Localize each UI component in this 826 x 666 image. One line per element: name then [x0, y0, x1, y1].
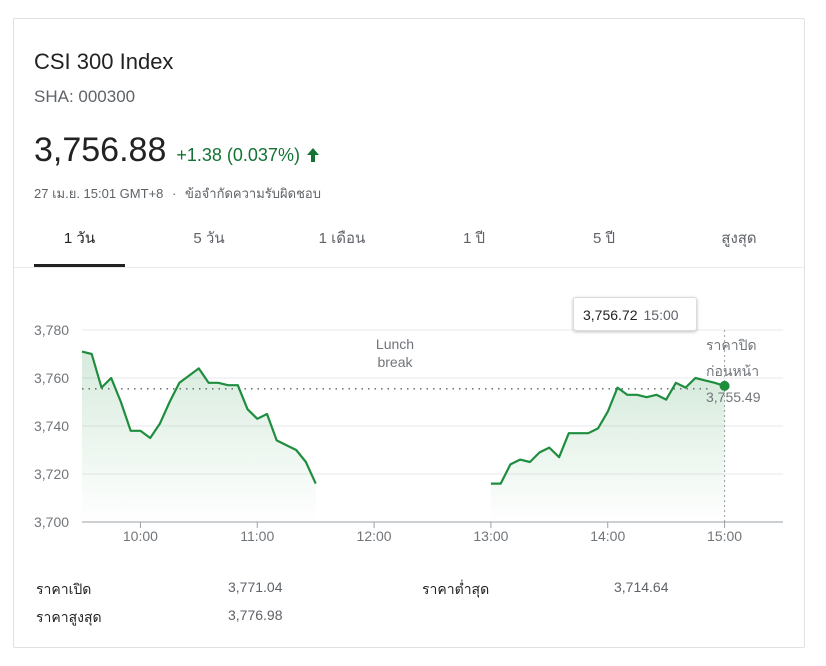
intraday-chart[interactable]: 3,700 3,720 3,740 3,760 3,780 10:00 11:00 12:00…: [0, 0, 826, 560]
lunch-break-label-1: Lunch: [376, 336, 414, 352]
active-tab-indicator: [34, 264, 125, 267]
x-tick-label: 14:00: [590, 528, 625, 544]
x-tick-label: 15:00: [707, 528, 742, 544]
endpoint-marker: [719, 380, 730, 391]
separator-dot: ·: [172, 186, 177, 201]
price-change: +1.38 (0.037%): [176, 145, 300, 165]
open-label: ราคาเปิด: [36, 581, 92, 597]
previous-close-value: 3,755.49: [706, 389, 761, 405]
series-lines: [81, 350, 730, 485]
tab-max[interactable]: สูงสุด: [721, 230, 757, 247]
disclaimer-link[interactable]: ข้อจำกัดความรับผิดชอบ: [184, 186, 321, 201]
area-fill-segment: [490, 378, 725, 522]
open-value: 3,771.04: [228, 579, 283, 595]
high-value: 3,776.98: [228, 607, 283, 623]
ticker-symbol: SHA: 000300: [34, 87, 136, 106]
stock-card: CSI 300 Index SHA: 000300 3,756.88 +1.38…: [13, 18, 805, 648]
area-fill-segment: [82, 351, 316, 522]
x-tick-label: 12:00: [357, 528, 392, 544]
area-fills: [82, 351, 725, 522]
y-tick-label: 3,760: [34, 370, 69, 386]
x-tick-label: 10:00: [123, 528, 158, 544]
y-tick-label: 3,780: [34, 322, 69, 338]
tab-1-year[interactable]: 1 ปี: [462, 230, 486, 247]
low-label: ราคาต่ำสุด: [422, 581, 490, 597]
tab-5-day[interactable]: 5 วัน: [193, 230, 225, 247]
timestamp-row: 27 เม.ย. 15:01 GMT+8 · ข้อจำกัดความรับผิ…: [34, 183, 321, 204]
current-price: 3,756.88: [34, 131, 167, 169]
x-tick-label: 11:00: [240, 528, 274, 544]
tooltip-value: 3,756.72: [583, 307, 638, 323]
lunch-break-label-2: break: [377, 354, 413, 370]
price-row: 3,756.88 +1.38 (0.037%): [34, 131, 320, 170]
afternoon-series-line: [490, 376, 725, 485]
tooltip-time: 15:00: [643, 307, 679, 323]
range-tabs: 1 วัน 5 วัน 1 เดือน 1 ปี 5 ปี สูงสุด: [14, 219, 804, 268]
index-title: CSI 300 Index: [34, 49, 174, 74]
hover-tooltip: 3,756.72 15:00: [573, 297, 697, 331]
morning-series-line: [81, 350, 317, 485]
previous-close-label-1: ราคาปิด: [706, 337, 757, 353]
y-tick-label: 3,700: [34, 514, 69, 530]
low-value: 3,714.64: [614, 579, 669, 595]
y-tick-label: 3,740: [34, 418, 69, 434]
timestamp: 27 เม.ย. 15:01 GMT+8: [34, 186, 164, 201]
high-label: ราคาสูงสุด: [36, 609, 102, 625]
x-tick-label: 13:00: [473, 528, 508, 544]
axis-labels: 3,700 3,720 3,740 3,760 3,780 10:00 11:00 12:00…: [34, 322, 742, 544]
y-tick-label: 3,720: [34, 466, 69, 482]
previous-close: ราคาปิด ก่อนหน้า 3,755.49: [706, 332, 786, 410]
tab-5-year[interactable]: 5 ปี: [592, 230, 616, 247]
tab-1-month[interactable]: 1 เดือน: [318, 230, 366, 247]
tab-1-day[interactable]: 1 วัน: [63, 230, 96, 247]
previous-close-label-2: ก่อนหน้า: [706, 363, 760, 379]
arrow-up-icon: [306, 147, 320, 163]
